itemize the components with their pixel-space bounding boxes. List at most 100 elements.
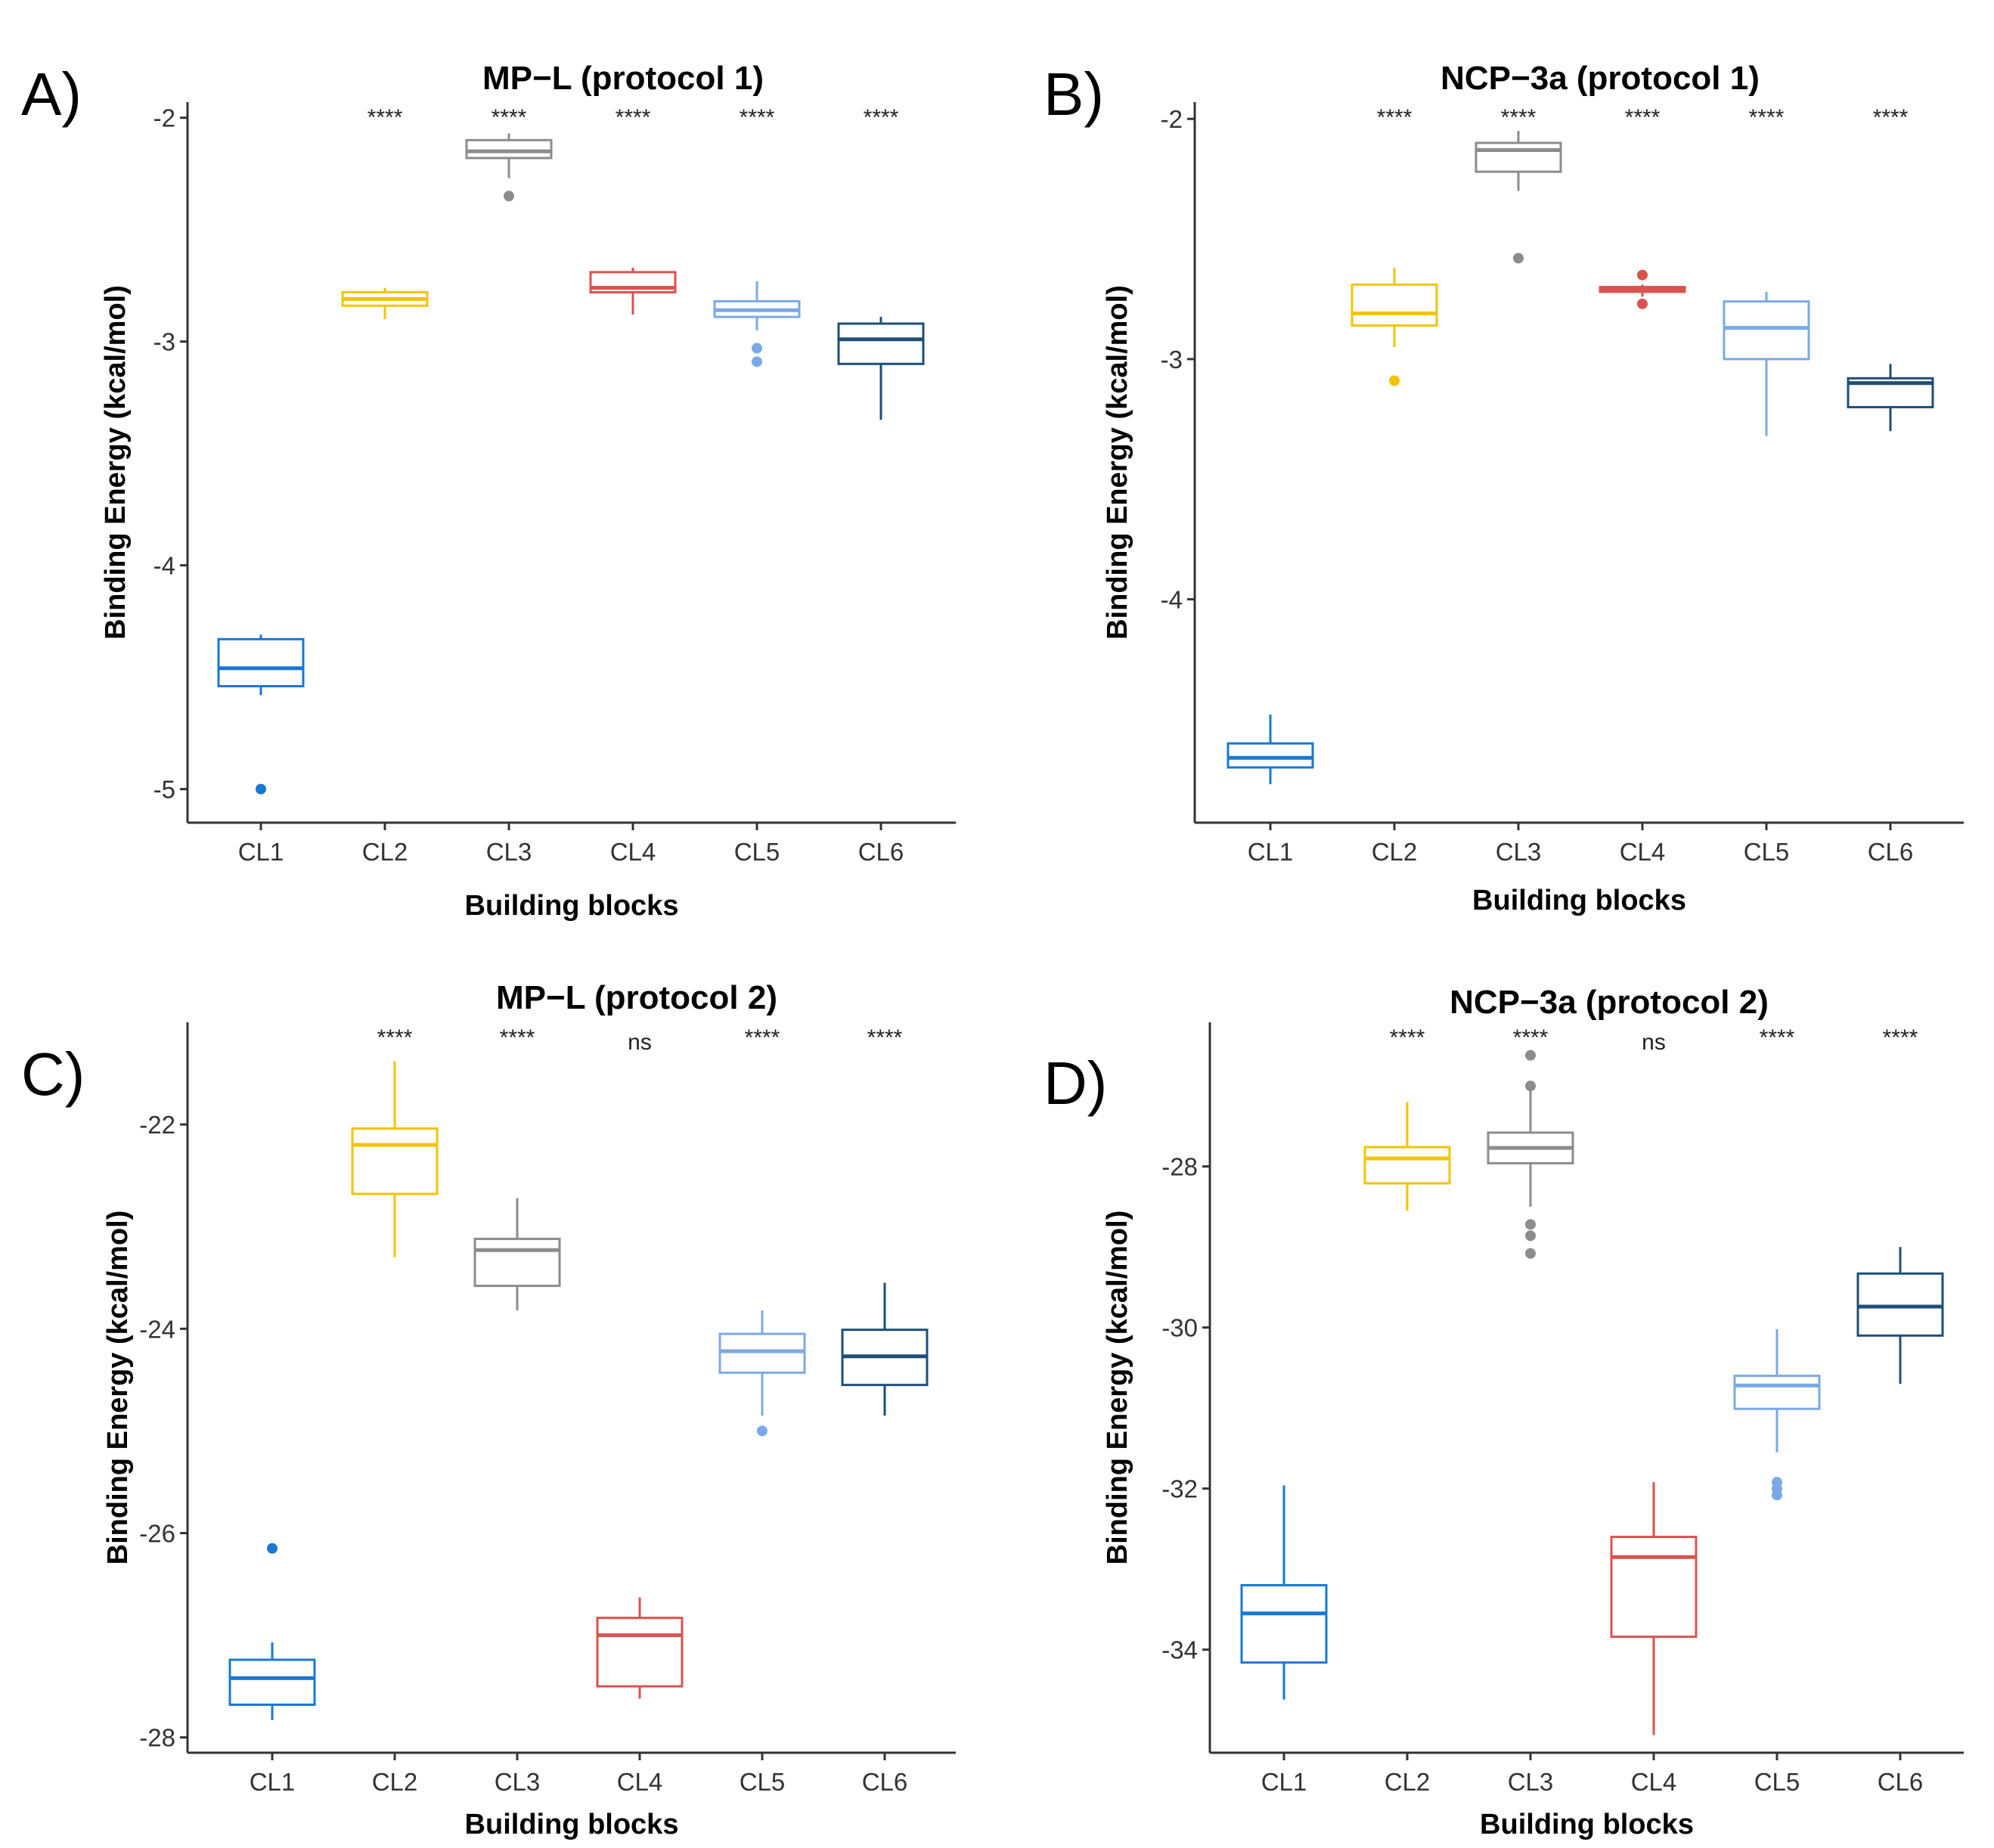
significance-label: **** (1873, 105, 1909, 130)
chart-title: MP−L (protocol 1) (482, 60, 764, 97)
x-tick-label: CL2 (372, 1768, 418, 1796)
x-tick-label: CL2 (1372, 838, 1418, 866)
iqr-box (351, 1127, 439, 1195)
box-cl4: CL4 ns (1610, 1030, 1698, 1796)
y-tick-label: -4 (1161, 586, 1183, 614)
y-tick-label: -24 (139, 1315, 175, 1343)
iqr-box (1363, 1146, 1451, 1185)
y-axis-label: Binding Energy (kcal/mol) (100, 285, 132, 640)
y-axis-label: Binding Energy (kcal/mol) (102, 1211, 134, 1565)
panel-label: A) (21, 60, 82, 128)
box-cl4: CL4 ns (596, 1030, 684, 1796)
y-tick-label: -2 (1161, 105, 1183, 133)
outlier-point (1525, 1230, 1536, 1242)
x-tick-label: CL1 (1261, 1768, 1307, 1796)
x-axis-label: Building blocks (1480, 1809, 1694, 1840)
box-cl2: CL2 **** (341, 105, 429, 866)
iqr-box (1351, 283, 1438, 327)
y-tick-label: -3 (154, 328, 175, 356)
x-tick-label: CL3 (486, 838, 532, 866)
box-cl3: CL3 **** (473, 1025, 561, 1796)
iqr-box (1856, 1272, 1944, 1337)
iqr-box (217, 637, 305, 687)
x-axis-label: Building blocks (465, 890, 679, 922)
box-cl5: CL5 **** (718, 1025, 806, 1796)
box-cl1: CL1 (1226, 715, 1314, 866)
x-tick-label: CL1 (238, 838, 284, 866)
box-cl2: CL2 **** (1363, 1025, 1451, 1796)
significance-label: **** (1377, 105, 1413, 130)
x-axis-label: Building blocks (1472, 885, 1686, 916)
significance-label: **** (745, 1025, 780, 1050)
significance-label: **** (864, 105, 899, 130)
x-tick-label: CL4 (1620, 838, 1666, 866)
y-tick-label: -3 (1161, 346, 1183, 374)
x-tick-label: CL5 (1754, 1768, 1800, 1796)
iqr-box (718, 1332, 806, 1374)
significance-label: **** (492, 105, 527, 130)
outlier-point (267, 1543, 278, 1554)
y-tick-label: -5 (154, 776, 175, 804)
x-tick-label: CL4 (610, 838, 656, 866)
box-cl6: CL6 **** (837, 105, 925, 866)
chart-title: NCP−3a (protocol 2) (1450, 984, 1769, 1021)
box-cl3: CL3 **** (1475, 105, 1562, 866)
outlier-point (1513, 253, 1524, 264)
x-axis-label: Building blocks (465, 1809, 679, 1840)
iqr-box (837, 322, 925, 365)
y-tick-label: -28 (139, 1724, 175, 1752)
outlier-point (1637, 298, 1648, 309)
chart-title: MP−L (protocol 2) (496, 979, 777, 1016)
y-tick-label: -26 (139, 1520, 175, 1548)
outlier-point (757, 1425, 768, 1437)
y-tick-label: -30 (1161, 1314, 1198, 1342)
panel-b: B) NCP−3a (protocol 1) -4 -3 -2 Binding Energ… (1044, 60, 1964, 916)
x-tick-label: CL3 (495, 1768, 541, 1796)
significance-label: **** (1390, 1025, 1425, 1050)
box-cl4: CL4 **** (589, 105, 677, 866)
x-tick-label: CL4 (617, 1768, 663, 1796)
iqr-box (1475, 141, 1562, 173)
panel-c: C) MP−L (protocol 2) -28 -26 -24 -22 Binding E… (21, 979, 956, 1840)
y-tick-label: -32 (1161, 1475, 1198, 1503)
box-cl3: CL3 **** (1487, 1025, 1574, 1796)
significance-label: **** (1760, 1025, 1795, 1050)
iqr-box (1226, 742, 1314, 769)
box-cl6: CL6 **** (1847, 105, 1934, 866)
y-tick-label: -34 (1161, 1636, 1198, 1664)
box-cl2: CL2 **** (1351, 105, 1438, 866)
significance-label: **** (1749, 105, 1785, 130)
iqr-box (596, 1617, 684, 1688)
outlier-point (1525, 1081, 1536, 1092)
box-cl3: CL3 **** (465, 105, 553, 866)
box-cl1: CL1 (217, 634, 305, 866)
iqr-box (473, 1237, 561, 1288)
outlier-point (1389, 375, 1400, 386)
significance-label: ns (628, 1030, 652, 1055)
y-tick-label: -4 (154, 552, 175, 580)
x-tick-label: CL6 (1868, 838, 1914, 866)
chart-title: NCP−3a (protocol 1) (1440, 60, 1760, 97)
x-tick-label: CL5 (1744, 838, 1790, 866)
iqr-box (1733, 1375, 1821, 1410)
box-cl2: CL2 **** (351, 1025, 439, 1796)
x-tick-label: CL5 (734, 838, 780, 866)
outlier-point (1525, 1219, 1536, 1230)
iqr-box (1610, 1536, 1698, 1639)
x-tick-label: CL3 (1508, 1768, 1554, 1796)
box-cl1: CL1 (228, 1543, 316, 1796)
box-cl6: CL6 **** (841, 1025, 929, 1796)
iqr-box (465, 138, 553, 160)
outlier-point (1772, 1490, 1782, 1501)
x-tick-label: CL3 (1496, 838, 1542, 866)
y-axis-label: Binding Energy (kcal/mol) (1102, 285, 1133, 640)
x-tick-label: CL4 (1631, 1768, 1677, 1796)
x-tick-label: CL6 (862, 1768, 908, 1796)
box-cl5: CL5 **** (713, 105, 801, 866)
x-tick-label: CL2 (362, 838, 408, 866)
y-tick-label: -22 (139, 1111, 175, 1139)
significance-label: **** (740, 105, 775, 130)
box-cl1: CL1 (1240, 1485, 1328, 1796)
box-cl6: CL6 **** (1856, 1025, 1944, 1796)
